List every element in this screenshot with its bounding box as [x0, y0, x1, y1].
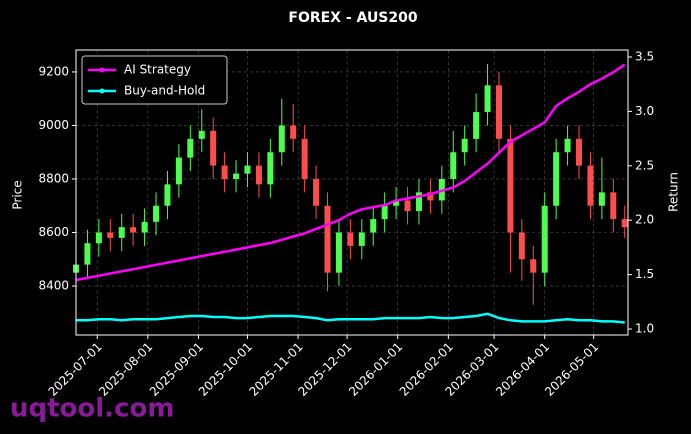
candle-body [553, 152, 560, 206]
candle-body [118, 227, 125, 238]
candle-body [404, 200, 411, 212]
plot-frame [75, 49, 629, 336]
candle-body [164, 184, 171, 206]
candle-body [153, 205, 160, 222]
y2-tick-label: 2.5 [635, 158, 654, 172]
candle-body [541, 205, 548, 273]
candle-body [324, 205, 331, 273]
candle-body [598, 192, 605, 206]
y-tick-label: 8400 [38, 279, 69, 293]
candle-body [187, 138, 194, 158]
candle-body [587, 165, 594, 206]
chart-title: FOREX - AUS200 [288, 10, 417, 26]
y-tick-label: 8800 [38, 171, 69, 185]
candle-body [473, 112, 480, 139]
candle-body [370, 219, 377, 233]
y-tick-label: 9200 [38, 64, 69, 78]
y2-tick-label: 3.0 [635, 104, 654, 118]
legend-label: AI Strategy [124, 63, 191, 77]
candle-body [210, 130, 217, 166]
candle-body [175, 157, 182, 185]
candle-body [495, 85, 502, 139]
candle-body [221, 165, 228, 179]
y2-tick-label: 1.5 [635, 267, 654, 281]
candle-body [610, 192, 617, 220]
y2-tick-label: 3.5 [635, 49, 654, 63]
candle-body [518, 232, 525, 260]
y2-tick-label: 1.0 [635, 322, 654, 336]
candle-body [621, 219, 628, 228]
watermark: uqtool.com [10, 394, 174, 424]
candle-body [130, 227, 137, 233]
candle-body [255, 165, 262, 185]
line-series [75, 63, 626, 282]
candle-body [381, 205, 388, 220]
legend-marker [99, 67, 105, 73]
candle-body [301, 138, 308, 179]
candle-body [244, 165, 251, 174]
y-axis-label: Price [11, 180, 25, 209]
candle-body [141, 221, 148, 233]
candle-body [107, 232, 114, 238]
y-tick-label: 8600 [38, 225, 69, 239]
candle-body [415, 192, 422, 212]
candle-body [290, 125, 297, 139]
candle-body [530, 259, 537, 273]
legend-marker [99, 88, 105, 94]
candle-body [393, 200, 400, 206]
candle-body [358, 232, 365, 246]
legend-box [81, 55, 228, 105]
candle-body [278, 125, 285, 153]
candle-body [95, 232, 102, 244]
candle-body [198, 130, 205, 139]
line-series [76, 312, 625, 324]
candle-body [267, 152, 274, 185]
y2-tick-label: 2.0 [635, 213, 654, 227]
candle-body [347, 232, 354, 246]
candle-body [484, 85, 491, 113]
y2-axis-label: Return [667, 172, 681, 212]
candle-body [450, 152, 457, 179]
candle-body [427, 192, 434, 201]
legend-label: Buy-and-Hold [124, 84, 205, 98]
candle-body [576, 138, 583, 166]
candle-body [313, 178, 320, 206]
candle-body [233, 173, 240, 179]
candle-body [564, 138, 571, 153]
candle-body [84, 243, 91, 265]
y-tick-label: 9000 [38, 118, 69, 132]
candle-body [335, 232, 342, 273]
candle-body [507, 138, 514, 233]
candle-body [461, 138, 468, 153]
